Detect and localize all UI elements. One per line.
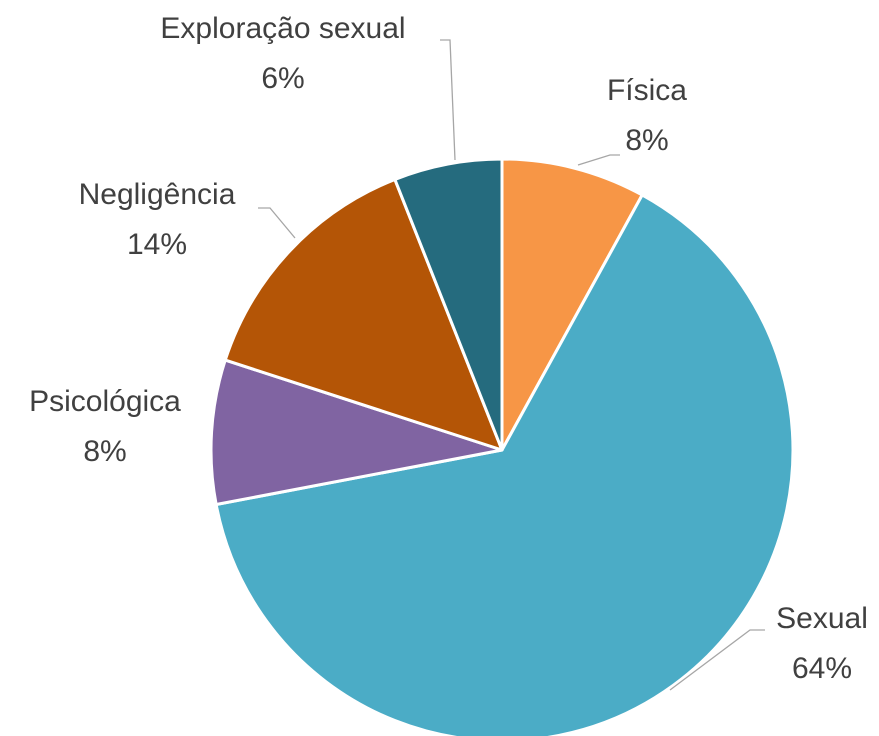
slice-label: Psicológica (29, 385, 181, 418)
pie-slice (223, 177, 504, 452)
slice-label: Exploração sexual (160, 12, 405, 45)
pie-slice (393, 157, 504, 452)
slice-label: Sexual (776, 602, 868, 635)
slice-value: 8% (83, 435, 126, 468)
slice-value: 8% (625, 124, 668, 157)
slice-value: 6% (261, 62, 304, 95)
pie-slice (209, 358, 504, 507)
leader-line (669, 629, 765, 691)
leader-line (440, 39, 456, 161)
leader-line (258, 207, 296, 239)
slice-value: 14% (127, 228, 187, 261)
pie-slice (500, 157, 644, 452)
pie-slice (214, 193, 795, 736)
slice-label: Física (607, 74, 687, 107)
slice-label: Negligência (79, 178, 236, 211)
leader-lines (258, 39, 765, 691)
slice-value: 64% (792, 652, 852, 685)
leader-line (577, 154, 620, 166)
